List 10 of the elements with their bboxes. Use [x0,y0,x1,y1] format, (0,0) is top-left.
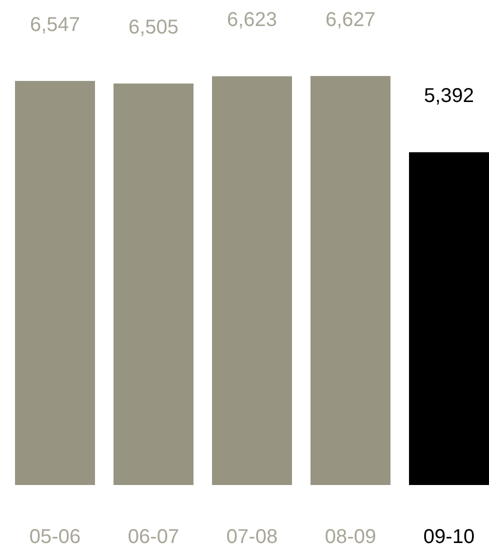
x-tick-label: 07-08 [226,526,278,548]
x-tick-label: 09-10 [423,526,475,548]
x-tick-label: 05-06 [29,526,81,548]
data-label: 6,623 [226,9,278,32]
data-label: 6,627 [325,9,376,31]
data-label: 6,505 [128,16,179,39]
x-tick-label: 08-09 [324,526,376,548]
x-tick-label: 06-07 [128,526,180,548]
data-label: 5,392 [424,85,474,108]
data-label: 6,547 [30,14,80,36]
